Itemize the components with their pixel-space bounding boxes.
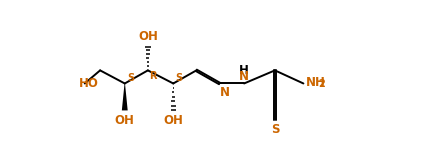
Text: OH: OH bbox=[163, 113, 183, 126]
Text: OH: OH bbox=[138, 30, 158, 43]
Text: N: N bbox=[239, 70, 249, 83]
Text: OH: OH bbox=[115, 113, 135, 126]
Text: H: H bbox=[239, 64, 249, 77]
Text: NH: NH bbox=[305, 76, 325, 89]
Polygon shape bbox=[122, 83, 128, 110]
Text: 2: 2 bbox=[317, 79, 324, 89]
Text: S: S bbox=[270, 123, 279, 136]
Text: S: S bbox=[127, 73, 134, 83]
Text: S: S bbox=[175, 73, 182, 83]
Text: N: N bbox=[220, 86, 230, 99]
Text: HO: HO bbox=[79, 77, 98, 90]
Text: R: R bbox=[149, 71, 157, 81]
